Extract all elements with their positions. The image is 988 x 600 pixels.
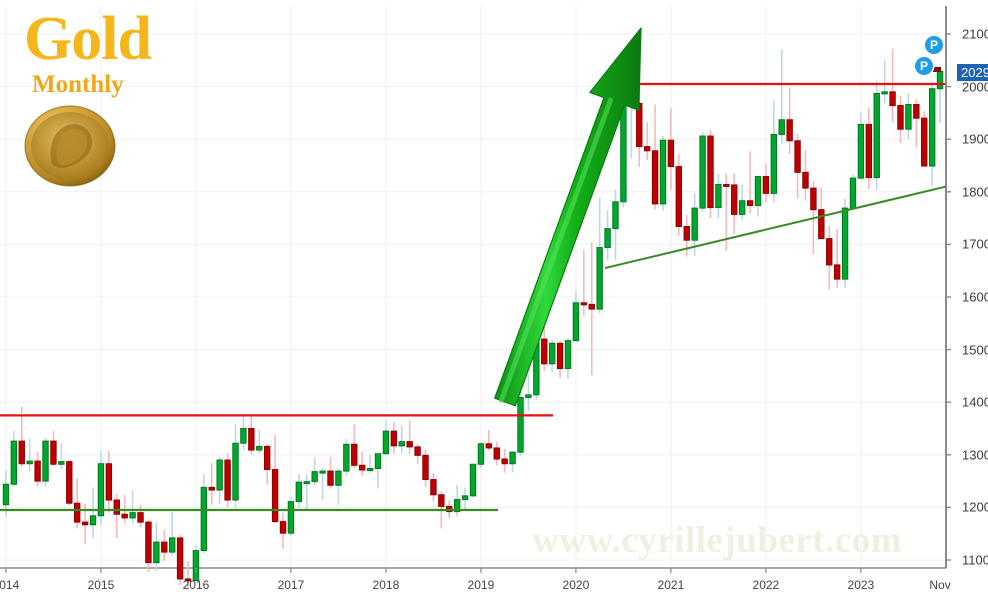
x-axis-tick-2017: 2017 (277, 578, 305, 592)
y-axis-tick-1400: 1400. (962, 394, 988, 410)
x-axis-tick-2019: 2019 (467, 578, 495, 592)
pivot-marker-upper[interactable]: P (925, 36, 943, 54)
page-title: Gold (24, 5, 152, 73)
y-axis-tick-1900: 1900. (962, 131, 988, 147)
pivot-marker-lower[interactable]: P (915, 57, 933, 75)
gold-coin-icon (22, 104, 118, 188)
x-axis-tick-nov: Nov (929, 578, 951, 592)
y-axis-tick-1200: 1200. (962, 499, 988, 515)
axis-ticks (5, 33, 951, 573)
bullish-arrow (494, 27, 642, 407)
y-axis-tick-1500: 1500. (962, 342, 988, 358)
y-axis-tick-1100: 1100.0 (962, 552, 988, 568)
x-axis-tick-2018: 2018 (372, 578, 400, 592)
x-axis-tick-2015: 2015 (87, 578, 115, 592)
y-axis-tick-1800: 1800. (962, 184, 988, 200)
x-axis-tick-2022: 2022 (752, 578, 780, 592)
x-axis-tick-2021: 2021 (657, 578, 685, 592)
x-axis-tick-2020: 2020 (562, 578, 590, 592)
site-watermark: www.cyrillejubert.com (532, 520, 903, 561)
y-axis-tick-1300: 1300. (962, 447, 988, 463)
chart-subtitle: Monthly (32, 71, 124, 98)
x-axis-tick-2023: 2023 (847, 578, 875, 592)
x-axis-tick-2016: 2016 (182, 578, 210, 592)
chart-annotations (0, 67, 947, 512)
last-price-badge: 2029. (957, 64, 988, 81)
y-axis-tick-1700: 1700. (962, 236, 988, 252)
x-axis-tick-2014: 2014 (0, 578, 20, 592)
y-axis-tick-1600: 1600. (962, 289, 988, 305)
title-block: Gold Monthly (24, 5, 152, 98)
candlestick-series (2, 39, 944, 589)
y-axis-tick-2000: 2000. (962, 79, 988, 95)
plot-axes (0, 6, 947, 569)
y-axis-tick-2100: 2100. (962, 26, 988, 42)
